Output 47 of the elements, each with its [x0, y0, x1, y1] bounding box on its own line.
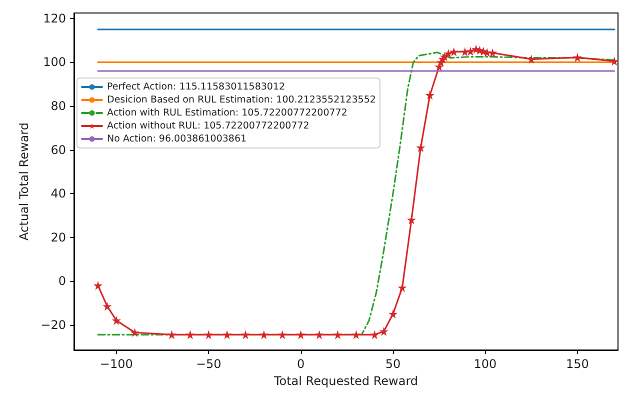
point: [93, 280, 102, 290]
y-tick-label: 40: [50, 186, 66, 201]
legend-label: Perfect Action: 115.11583011583012: [107, 82, 286, 92]
point: [466, 46, 475, 56]
x-tick-label: 100: [474, 357, 497, 371]
point: [112, 316, 121, 325]
x-tick-label: 150: [566, 357, 589, 371]
point: [204, 330, 214, 340]
point: [425, 90, 434, 100]
point: [102, 302, 112, 311]
point: [130, 328, 140, 337]
point: [398, 283, 407, 292]
point: [444, 48, 453, 58]
legend-label: Action without RUL: 105.72200772200772: [107, 120, 310, 132]
point: [379, 326, 388, 336]
legend-label: Desicion Based on RUL Estimation: 100.2123552123552: [107, 94, 376, 106]
point: [370, 330, 380, 340]
point: [333, 330, 342, 340]
y-tick-label: 60: [50, 142, 66, 157]
y-tick-label: 100: [43, 55, 66, 70]
point: [186, 330, 195, 340]
point: [406, 215, 416, 224]
point: [296, 330, 306, 340]
point: [449, 47, 458, 56]
x-tick-label: 50: [385, 357, 401, 371]
point: [167, 330, 176, 340]
x-axis-title: Total Requested Reward: [272, 374, 418, 388]
point: [222, 330, 232, 340]
y-tick-label: 20: [50, 230, 66, 244]
legend-label: Action with RUL Estimation: 105.72200772200772: [107, 108, 348, 118]
x-tick-label: 0: [297, 357, 305, 371]
point: [352, 330, 361, 340]
y-tick-label: −20: [40, 318, 66, 332]
point: [259, 330, 268, 340]
y-tick-label: 0: [58, 274, 66, 288]
point: [241, 330, 250, 340]
x-tick-label: −100: [100, 357, 133, 371]
legend-label: No Action: 96.003861003861: [107, 134, 247, 144]
point: [314, 330, 324, 340]
point: [388, 309, 398, 318]
point: [572, 52, 582, 62]
point: [278, 330, 287, 340]
y-axis-title: Actual Total Reward: [16, 122, 31, 240]
x-tick-label: −50: [196, 357, 222, 371]
point: [416, 143, 426, 152]
y-tick-label: 80: [50, 99, 66, 114]
y-tick-label: 120: [43, 11, 66, 26]
